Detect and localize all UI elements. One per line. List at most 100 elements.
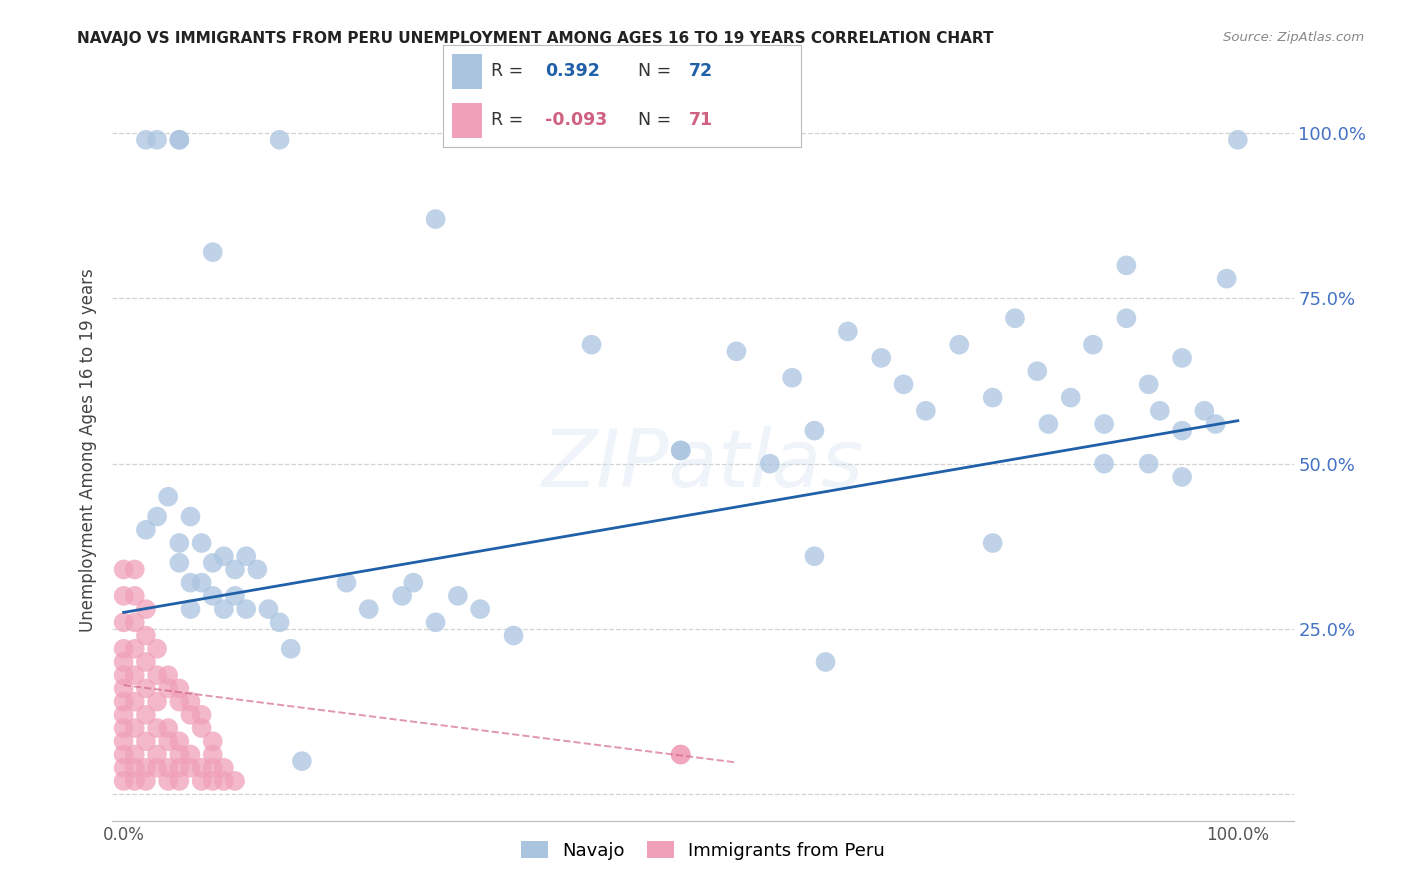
Point — [124, 641, 146, 656]
Point — [1215, 271, 1237, 285]
Point — [135, 602, 157, 616]
Point — [112, 774, 135, 789]
Point — [814, 655, 837, 669]
Point — [124, 562, 146, 576]
Text: 72: 72 — [689, 62, 713, 79]
Point — [257, 602, 280, 616]
Point — [402, 575, 425, 590]
Point — [1092, 417, 1115, 431]
Point — [190, 774, 212, 789]
Point — [135, 681, 157, 696]
Point — [1171, 470, 1194, 484]
Point — [146, 133, 169, 147]
Point — [212, 774, 235, 789]
Point — [269, 615, 291, 630]
Point — [146, 721, 169, 735]
Point — [169, 761, 191, 775]
Point — [669, 747, 692, 762]
Point — [157, 490, 180, 504]
Point — [201, 747, 224, 762]
Point — [124, 747, 146, 762]
Point — [1060, 391, 1083, 405]
Point — [124, 721, 146, 735]
Point — [335, 575, 357, 590]
Point — [157, 774, 180, 789]
Point — [893, 377, 915, 392]
Point — [179, 695, 201, 709]
Point — [1205, 417, 1227, 431]
Point — [179, 707, 201, 722]
Point — [190, 707, 212, 722]
FancyBboxPatch shape — [451, 54, 482, 88]
Point — [179, 761, 201, 775]
Text: NAVAJO VS IMMIGRANTS FROM PERU UNEMPLOYMENT AMONG AGES 16 TO 19 YEARS CORRELATIO: NAVAJO VS IMMIGRANTS FROM PERU UNEMPLOYM… — [77, 31, 994, 46]
Point — [169, 734, 191, 748]
Y-axis label: Unemployment Among Ages 16 to 19 years: Unemployment Among Ages 16 to 19 years — [79, 268, 97, 632]
Point — [124, 695, 146, 709]
Point — [447, 589, 470, 603]
Point — [169, 536, 191, 550]
Point — [1004, 311, 1026, 326]
Text: -0.093: -0.093 — [546, 111, 607, 129]
Text: R =: R = — [491, 62, 529, 79]
Point — [124, 761, 146, 775]
Point — [870, 351, 893, 365]
Point — [146, 761, 169, 775]
Point — [169, 133, 191, 147]
Point — [157, 761, 180, 775]
Point — [1194, 404, 1216, 418]
Point — [212, 549, 235, 564]
Text: R =: R = — [491, 111, 529, 129]
Point — [948, 337, 970, 351]
Point — [235, 602, 257, 616]
Point — [201, 556, 224, 570]
Text: ZIPatlas: ZIPatlas — [541, 426, 865, 504]
Point — [124, 589, 146, 603]
Point — [112, 641, 135, 656]
Point — [112, 734, 135, 748]
Point — [190, 536, 212, 550]
Point — [291, 754, 314, 768]
Point — [169, 747, 191, 762]
Point — [146, 641, 169, 656]
Point — [1038, 417, 1060, 431]
Point — [224, 589, 246, 603]
Point — [269, 133, 291, 147]
Point — [669, 747, 692, 762]
Point — [581, 337, 603, 351]
Point — [157, 734, 180, 748]
Point — [1092, 457, 1115, 471]
Point — [212, 602, 235, 616]
Point — [112, 681, 135, 696]
Point — [470, 602, 492, 616]
Text: N =: N = — [638, 111, 678, 129]
Point — [112, 668, 135, 682]
Point — [112, 589, 135, 603]
Point — [146, 668, 169, 682]
Point — [135, 707, 157, 722]
Point — [169, 774, 191, 789]
Point — [112, 721, 135, 735]
Text: N =: N = — [638, 62, 678, 79]
Point — [224, 774, 246, 789]
Point — [1026, 364, 1049, 378]
Point — [169, 695, 191, 709]
Point — [169, 133, 191, 147]
Point — [135, 629, 157, 643]
Point — [124, 774, 146, 789]
Point — [169, 681, 191, 696]
Point — [157, 681, 180, 696]
Point — [914, 404, 936, 418]
Point — [112, 761, 135, 775]
Point — [124, 615, 146, 630]
FancyBboxPatch shape — [451, 103, 482, 138]
Point — [212, 761, 235, 775]
Point — [190, 761, 212, 775]
Point — [759, 457, 782, 471]
Legend: Navajo, Immigrants from Peru: Navajo, Immigrants from Peru — [513, 834, 893, 867]
Point — [112, 707, 135, 722]
Point — [669, 443, 692, 458]
Point — [190, 575, 212, 590]
Point — [135, 761, 157, 775]
Point — [1226, 133, 1249, 147]
